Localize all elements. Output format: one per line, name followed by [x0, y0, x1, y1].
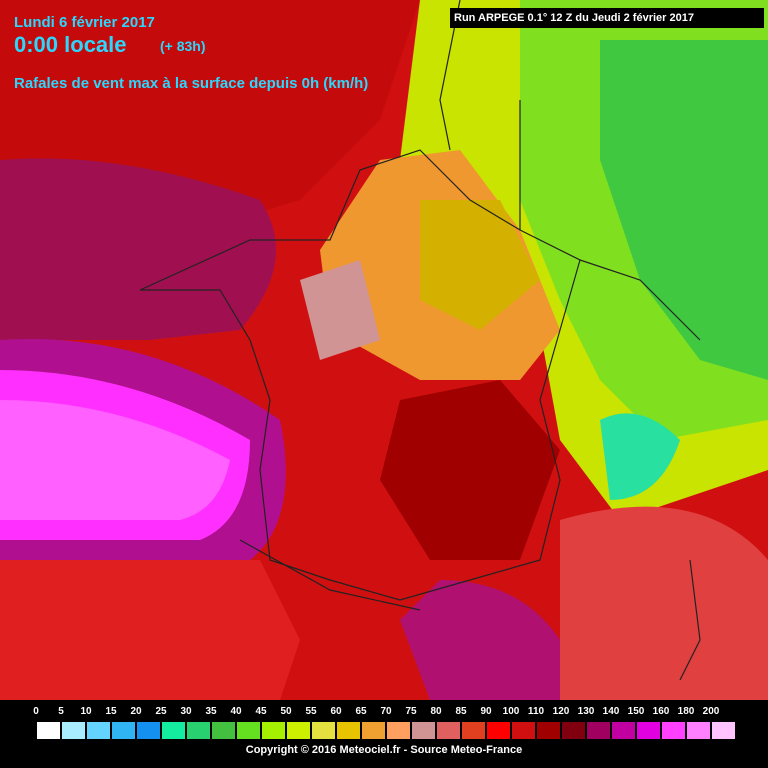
- legend-label: 40: [230, 706, 242, 717]
- legend-label: 150: [627, 706, 645, 717]
- legend-swatch: [311, 721, 336, 740]
- legend-swatch: [111, 721, 136, 740]
- legend-label: 60: [330, 706, 342, 717]
- legend-swatch: [661, 721, 686, 740]
- legend-swatch: [636, 721, 661, 740]
- legend-label: 110: [527, 706, 545, 717]
- legend-label: 75: [405, 706, 417, 717]
- legend-label: 65: [355, 706, 367, 717]
- legend-label: 200: [702, 706, 720, 717]
- legend-swatch: [211, 721, 236, 740]
- legend-swatch: [186, 721, 211, 740]
- copyright: Copyright © 2016 Meteociel.fr - Source M…: [245, 744, 523, 756]
- legend-label: 70: [380, 706, 392, 717]
- legend-label: 90: [480, 706, 492, 717]
- legend-swatch: [36, 721, 61, 740]
- lead-time: (+ 83h): [160, 38, 206, 54]
- legend-swatch: [336, 721, 361, 740]
- legend-label: 45: [255, 706, 267, 717]
- legend-label: 100: [502, 706, 520, 717]
- run-info: Run ARPEGE 0.1° 12 Z du Jeudi 2 février …: [450, 8, 764, 28]
- legend-label: 120: [552, 706, 570, 717]
- legend-swatch: [611, 721, 636, 740]
- legend-swatch: [586, 721, 611, 740]
- legend-label: 55: [305, 706, 317, 717]
- time: 0:00 locale: [14, 32, 127, 57]
- legend: 0 5 10 15 20 25 30 35 40 45 50 55 60 65 70 75 80 85 90 100 1…: [0, 700, 768, 768]
- legend-label: 180: [677, 706, 695, 717]
- legend-swatch: [261, 721, 286, 740]
- legend-label: 85: [455, 706, 467, 717]
- legend-label: 140: [602, 706, 620, 717]
- legend-label: 50: [280, 706, 292, 717]
- legend-label: 0: [33, 706, 39, 717]
- legend-swatch: [436, 721, 461, 740]
- legend-swatch: [686, 721, 711, 740]
- legend-swatch: [486, 721, 511, 740]
- subtitle: Rafales de vent max à la surface depuis …: [14, 75, 369, 92]
- legend-label: 10: [80, 706, 92, 717]
- legend-swatch: [536, 721, 561, 740]
- legend-label: 130: [577, 706, 595, 717]
- legend-label: 80: [430, 706, 442, 717]
- legend-swatch: [411, 721, 436, 740]
- legend-swatch: [61, 721, 86, 740]
- legend-swatch: [236, 721, 261, 740]
- legend-label: 25: [155, 706, 167, 717]
- legend-label: 20: [130, 706, 142, 717]
- date: Lundi 6 février 2017: [14, 14, 155, 31]
- legend-label: 35: [205, 706, 217, 717]
- legend-swatch: [361, 721, 386, 740]
- legend-label: 15: [105, 706, 117, 717]
- legend-swatch: [461, 721, 486, 740]
- legend-swatch: [86, 721, 111, 740]
- legend-swatch: [561, 721, 586, 740]
- legend-swatch: [386, 721, 411, 740]
- legend-label: 160: [652, 706, 670, 717]
- legend-label: 5: [58, 706, 64, 717]
- legend-swatch: [511, 721, 536, 740]
- legend-swatch: [711, 721, 736, 740]
- legend-swatch: [286, 721, 311, 740]
- wind-gust-map: [0, 0, 768, 700]
- legend-label: 30: [180, 706, 192, 717]
- legend-swatch: [136, 721, 161, 740]
- legend-swatch: [161, 721, 186, 740]
